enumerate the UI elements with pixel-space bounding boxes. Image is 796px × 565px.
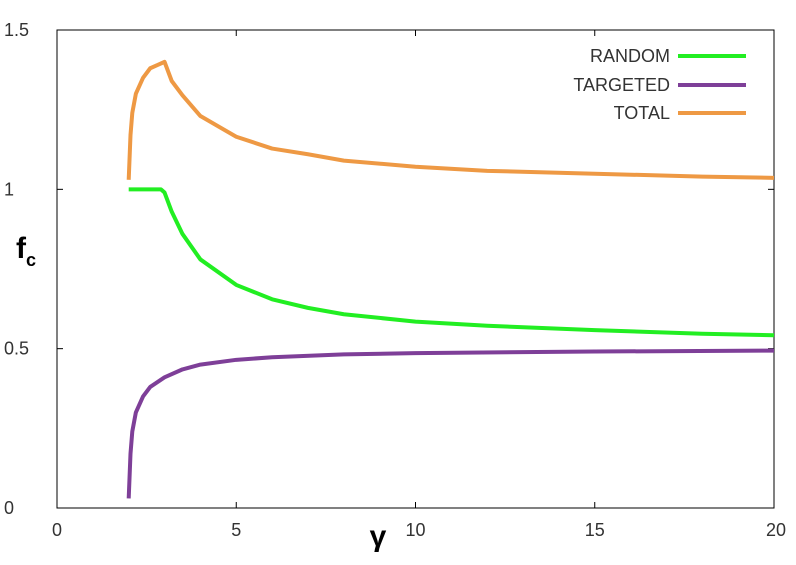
legend-label-total: TOTAL — [614, 103, 670, 123]
plot-frame — [56, 29, 775, 509]
y-tick-label: 1 — [4, 179, 14, 199]
legend-label-targeted: TARGETED — [573, 75, 670, 95]
x-tick-label: 20 — [766, 520, 786, 540]
x-tick-label: 10 — [405, 520, 425, 540]
series-line-total — [126, 59, 775, 180]
tick-layer: 0 0.5 1 1.5 0 5 10 15 20 — [4, 20, 786, 540]
y-tick-label: 1.5 — [4, 20, 29, 40]
x-axis-label: γ — [370, 520, 387, 553]
y-tick-label: 0.5 — [4, 339, 29, 359]
series-line-random — [128, 187, 775, 338]
series-layer — [126, 59, 775, 499]
x-tick-label: 0 — [52, 520, 62, 540]
x-tick-label: 15 — [585, 520, 605, 540]
y-axis-label-main: f — [16, 232, 27, 265]
series-line-targeted — [126, 348, 775, 499]
y-axis-label-subscript: c — [26, 250, 36, 270]
y-tick-label: 0 — [4, 498, 14, 518]
y-axis-label: fc — [16, 232, 36, 270]
legend: RANDOM TARGETED TOTAL — [573, 46, 746, 123]
legend-label-random: RANDOM — [590, 46, 670, 66]
x-tick-label: 5 — [231, 520, 241, 540]
